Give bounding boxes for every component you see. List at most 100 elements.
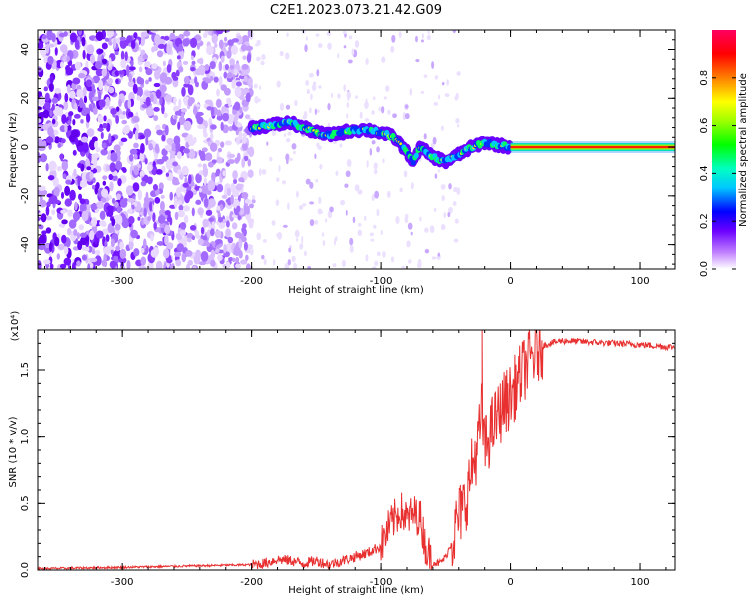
spectrogram-noise-blob xyxy=(156,124,161,130)
spectrogram-noise-blob xyxy=(100,148,108,156)
spectrogram-faint-blob xyxy=(309,219,315,227)
spectrogram-faint-blob xyxy=(448,183,452,190)
spectrogram-noise-blob xyxy=(187,84,194,96)
spectrogram-faint-blob xyxy=(324,218,328,223)
spectrogram-noise-blob xyxy=(174,251,182,257)
spectrogram-noise-blob xyxy=(180,107,188,113)
spectrogram-faint-blob xyxy=(364,117,370,122)
spectrogram-faint-blob xyxy=(349,244,354,253)
spectrogram-faint-blob xyxy=(404,113,410,120)
spectrogram-noise-blob xyxy=(204,152,213,162)
spectrogram-noise-blob xyxy=(223,243,227,254)
spectrogram-faint-blob xyxy=(278,164,281,172)
spectrogram-noise-blob xyxy=(248,146,255,158)
spectrogram-noise-blob xyxy=(72,77,81,85)
spectrogram-noise-blob xyxy=(156,50,164,58)
spectrogram-noise-blob xyxy=(128,66,136,71)
spectrogram-noise-blob xyxy=(175,141,181,152)
spectrogram-noise-blob xyxy=(189,225,197,231)
spectrogram-noise-blob xyxy=(107,86,115,94)
spectrogram-noise-blob xyxy=(127,208,133,214)
spectrogram-noise-blob xyxy=(239,207,245,216)
spectrogram-noise-blob xyxy=(50,195,58,204)
spectrogram-noise-blob xyxy=(64,123,68,133)
spectrogram-faint-blob xyxy=(406,240,411,248)
spectrogram-noise-blob xyxy=(94,140,99,149)
spectrogram-noise-blob xyxy=(39,153,48,163)
spectrogram-noise-blob xyxy=(210,106,215,118)
spectrogram-noise-blob xyxy=(230,194,234,205)
spectrogram-noise-blob xyxy=(71,262,76,269)
spectrogram-noise-blob xyxy=(137,216,141,221)
spectrogram-noise-blob xyxy=(163,35,170,41)
spectrogram-faint-blob xyxy=(437,168,440,173)
spectrogram-faint-blob xyxy=(269,156,273,162)
spectrogram-noise-blob xyxy=(129,148,138,155)
spectrogram-noise-blob xyxy=(150,248,159,258)
spectrogram-noise-blob xyxy=(239,95,245,101)
spectrogram-noise-blob xyxy=(66,55,70,62)
spectrogram-noise-blob xyxy=(63,31,68,37)
spectrogram-noise-blob xyxy=(187,97,193,107)
spectrogram-faint-blob xyxy=(431,256,437,260)
spectrogram-noise-blob xyxy=(143,207,147,218)
spectrogram-noise-blob xyxy=(247,159,252,167)
spectrogram-faint-blob xyxy=(288,247,292,253)
spectrogram-noise-blob xyxy=(60,209,67,214)
spectrogram-noise-blob xyxy=(115,115,120,124)
snr-x-ticks: -300 -200 -100 0 100 xyxy=(43,330,667,588)
spectrogram-faint-blob xyxy=(283,133,287,138)
spectrogram-noise-blob xyxy=(203,177,207,186)
spectrogram-faint-blob xyxy=(288,157,293,161)
spectrogram-noise-blob xyxy=(151,46,155,53)
spectrogram-noise-blob xyxy=(47,175,55,181)
spectrogram-faint-blob xyxy=(285,153,290,162)
steady-band-core xyxy=(510,145,675,149)
spectrogram-noise-blob xyxy=(66,84,71,94)
spectrogram-faint-blob xyxy=(301,235,304,244)
spectrogram-noise-blob xyxy=(174,211,179,221)
spectrogram-noise-blob xyxy=(150,93,154,103)
spectrogram-noise-blob xyxy=(137,189,143,201)
spectrogram-noise-blob xyxy=(89,54,96,64)
spectrogram-noise-blob xyxy=(150,190,157,197)
spectrogram-noise-blob xyxy=(226,187,232,197)
spectrogram-noise-blob xyxy=(157,43,166,49)
spectrogram-noise-blob xyxy=(97,127,104,132)
spectrogram-noise-blob xyxy=(119,241,125,250)
spectrogram-noise-blob xyxy=(148,111,155,116)
spectrogram-noise-blob xyxy=(177,169,182,175)
spectrogram-faint-blob xyxy=(399,187,403,193)
spectrogram-noise-blob xyxy=(233,178,238,185)
spectrogram-noise-blob xyxy=(169,216,173,226)
spectrogram-noise-blob xyxy=(101,228,110,235)
spectrogram-noise-blob xyxy=(45,43,50,54)
spectrogram-noise-blob xyxy=(166,137,174,145)
spectrogram-noise-blob xyxy=(179,230,187,237)
snr-x-tick-label: -100 xyxy=(370,577,393,588)
snr-x-tick-label: 100 xyxy=(630,577,649,588)
spectrogram-faint-blob xyxy=(319,164,323,170)
snr-x-tick-label: -300 xyxy=(111,577,134,588)
spectrogram-faint-blob xyxy=(352,216,356,224)
spectrogram-noise-blob xyxy=(96,200,104,209)
spectrogram-noise-blob xyxy=(38,118,42,124)
spectrogram-faint-blob xyxy=(263,258,267,265)
spectrogram-faint-blob xyxy=(365,254,369,262)
spectrogram-noise-blob xyxy=(51,118,56,125)
spectrogram-faint-blob xyxy=(291,255,296,263)
spectrogram-noise-blob xyxy=(116,205,122,214)
spectrogram-faint-blob xyxy=(402,112,407,121)
spectrogram-faint-blob xyxy=(385,85,390,92)
spectrogram-noise-blob xyxy=(166,43,172,55)
spectrogram-noise-blob xyxy=(49,263,54,269)
spectrogram-noise-blob xyxy=(89,230,95,241)
spectrogram-noise-blob xyxy=(220,121,224,131)
spectrogram-noise-blob xyxy=(114,51,119,56)
spectrogram-faint-blob xyxy=(403,170,408,178)
spectrogram-noise-blob xyxy=(97,115,104,124)
spectrogram-noise-blob xyxy=(173,115,178,120)
spectrogram-faint-blob xyxy=(319,210,323,214)
spectrogram-faint-blob xyxy=(271,220,276,226)
spectrogram-noise-blob xyxy=(173,96,177,106)
